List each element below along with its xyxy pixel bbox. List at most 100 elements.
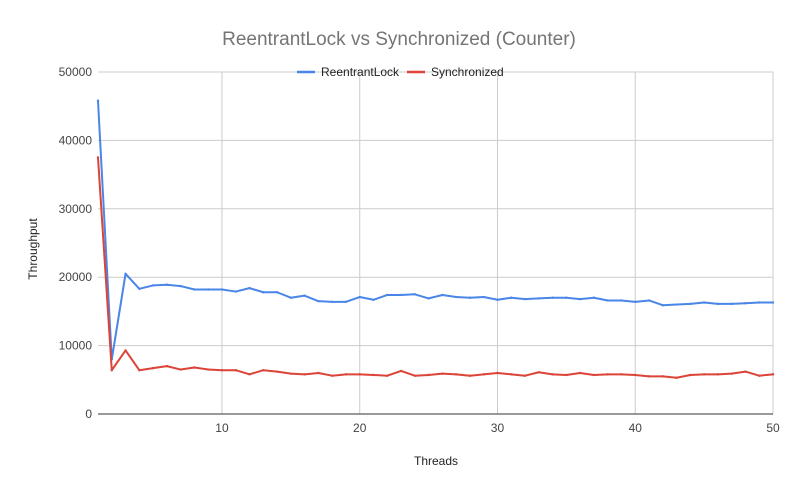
data-point [634,373,637,377]
data-point [303,294,306,297]
data-point [207,288,210,291]
data-point [193,366,196,369]
data-point [358,295,361,299]
data-point [510,296,513,299]
data-point [413,374,417,377]
data-point [565,373,568,377]
data-point [647,375,651,378]
data-point [207,368,210,371]
data-point [317,299,320,303]
data-point [523,374,527,377]
data-point [606,373,609,376]
legend-label: ReentrantLock [321,65,400,79]
data-point [372,298,375,301]
x-tick-label: 40 [629,421,643,435]
data-point [427,373,430,377]
data-point [248,286,251,290]
data-point [386,374,389,377]
data-point [647,299,651,302]
data-point [248,373,251,376]
data-point [399,293,403,297]
data-point [220,288,224,291]
data-point [510,373,513,376]
y-tick-label: 10000 [59,339,93,353]
data-point [413,293,417,296]
data-point [124,349,127,352]
data-point [165,364,169,368]
x-tick-label: 10 [215,421,229,435]
data-point [110,369,113,372]
data-point [179,368,182,371]
data-point [730,372,733,375]
data-point [220,369,224,372]
data-point [234,369,237,372]
data-point [537,297,541,300]
data-point [702,301,706,304]
data-point [661,375,664,378]
data-point [620,373,623,376]
y-tick-label: 0 [85,407,92,421]
x-tick-label: 50 [766,421,780,435]
data-point [275,291,279,294]
data-point [138,287,141,291]
data-point [468,296,472,299]
data-point [758,301,761,304]
data-point [303,373,306,376]
data-point [482,373,485,376]
data-point [758,374,761,377]
data-point [262,291,265,294]
y-tick-label: 20000 [59,270,93,284]
data-point [372,373,375,377]
data-point [771,301,775,304]
data-point [179,284,182,288]
y-tick-label: 30000 [59,202,93,216]
data-point [675,376,678,379]
data-point [634,300,637,304]
gridlines [98,71,774,414]
data-point [358,373,361,376]
data-point [565,296,568,299]
data-point [744,370,747,373]
data-point [441,293,444,297]
data-point [96,99,100,102]
legend-label: Synchronized [431,65,504,79]
data-point [702,373,706,376]
series-line-synchronized [97,156,774,379]
data-point [620,299,623,302]
data-point [124,272,127,275]
data-point [193,288,196,291]
data-point [592,296,596,299]
legend: ReentrantLock Synchronized [297,65,504,79]
data-point [138,369,141,372]
data-point [317,371,320,375]
series-lines [96,99,775,379]
data-point [427,297,430,300]
x-tick-label: 20 [353,421,367,435]
data-point [482,295,485,299]
data-point [454,295,458,299]
data-point [716,373,720,376]
data-point [689,373,692,377]
data-point [399,369,403,373]
data-point [592,373,596,377]
data-point [151,366,155,370]
data-point [96,156,100,159]
data-point [730,302,733,306]
data-point [262,369,265,372]
data-point [661,304,664,307]
data-point [551,373,554,376]
axes: 0 10000 20000 30000 40000 50000 10 20 30 40 50 [59,65,780,435]
data-point [289,296,293,299]
data-point [496,371,499,375]
data-point [716,302,720,306]
data-point [578,371,582,375]
data-point [454,373,458,376]
data-point [744,301,747,305]
data-point [151,284,155,287]
x-tick-label: 30 [491,421,505,435]
data-point [551,296,554,299]
data-point [496,298,499,301]
